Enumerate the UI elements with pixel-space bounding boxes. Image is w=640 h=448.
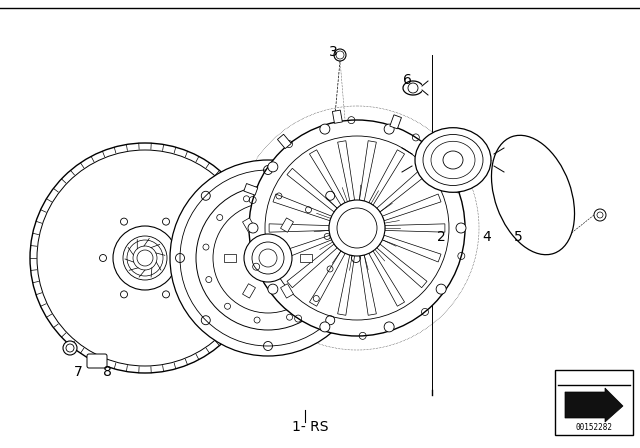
Bar xyxy=(390,115,401,129)
FancyBboxPatch shape xyxy=(224,254,236,262)
Circle shape xyxy=(436,162,446,172)
Polygon shape xyxy=(382,194,441,221)
Polygon shape xyxy=(338,141,355,201)
Circle shape xyxy=(436,284,446,294)
Circle shape xyxy=(268,284,278,294)
Text: 8: 8 xyxy=(102,365,111,379)
Polygon shape xyxy=(310,251,345,306)
Polygon shape xyxy=(338,255,355,315)
Polygon shape xyxy=(382,235,441,262)
Bar xyxy=(244,184,258,195)
Polygon shape xyxy=(360,255,376,315)
Circle shape xyxy=(456,223,466,233)
Text: 4: 4 xyxy=(482,230,491,244)
Text: 2: 2 xyxy=(437,230,445,244)
Polygon shape xyxy=(287,244,337,288)
Circle shape xyxy=(384,124,394,134)
Polygon shape xyxy=(273,235,332,262)
Text: 7: 7 xyxy=(74,365,83,379)
Ellipse shape xyxy=(492,135,575,255)
Ellipse shape xyxy=(170,160,366,356)
Text: 3: 3 xyxy=(328,45,337,59)
Bar xyxy=(555,370,633,435)
Polygon shape xyxy=(369,150,404,205)
Text: 5: 5 xyxy=(514,230,523,244)
Circle shape xyxy=(320,322,330,332)
Polygon shape xyxy=(565,388,623,422)
Text: 00152282: 00152282 xyxy=(575,423,612,432)
Circle shape xyxy=(384,322,394,332)
FancyBboxPatch shape xyxy=(243,284,255,298)
Circle shape xyxy=(320,124,330,134)
Polygon shape xyxy=(269,224,329,232)
Ellipse shape xyxy=(329,200,385,256)
Polygon shape xyxy=(377,244,427,288)
Ellipse shape xyxy=(249,120,465,336)
Polygon shape xyxy=(369,251,404,306)
Circle shape xyxy=(268,162,278,172)
FancyBboxPatch shape xyxy=(87,354,107,368)
FancyBboxPatch shape xyxy=(280,284,294,298)
FancyBboxPatch shape xyxy=(243,218,255,232)
Ellipse shape xyxy=(30,143,260,373)
Polygon shape xyxy=(377,168,427,212)
Polygon shape xyxy=(360,141,376,201)
Bar xyxy=(436,148,451,162)
Ellipse shape xyxy=(244,234,292,282)
Text: 6: 6 xyxy=(403,73,412,87)
Ellipse shape xyxy=(113,226,177,290)
Circle shape xyxy=(63,341,77,355)
Polygon shape xyxy=(273,194,332,221)
Ellipse shape xyxy=(37,150,253,366)
Bar xyxy=(278,134,291,149)
Circle shape xyxy=(594,209,606,221)
FancyBboxPatch shape xyxy=(280,218,294,232)
Polygon shape xyxy=(385,224,445,232)
Circle shape xyxy=(334,49,346,61)
Polygon shape xyxy=(287,168,337,212)
Bar xyxy=(332,110,342,123)
Polygon shape xyxy=(310,150,345,205)
Circle shape xyxy=(248,223,258,233)
Text: 1- RS: 1- RS xyxy=(292,420,328,434)
Ellipse shape xyxy=(123,236,167,280)
FancyBboxPatch shape xyxy=(300,254,312,262)
Ellipse shape xyxy=(415,128,491,192)
